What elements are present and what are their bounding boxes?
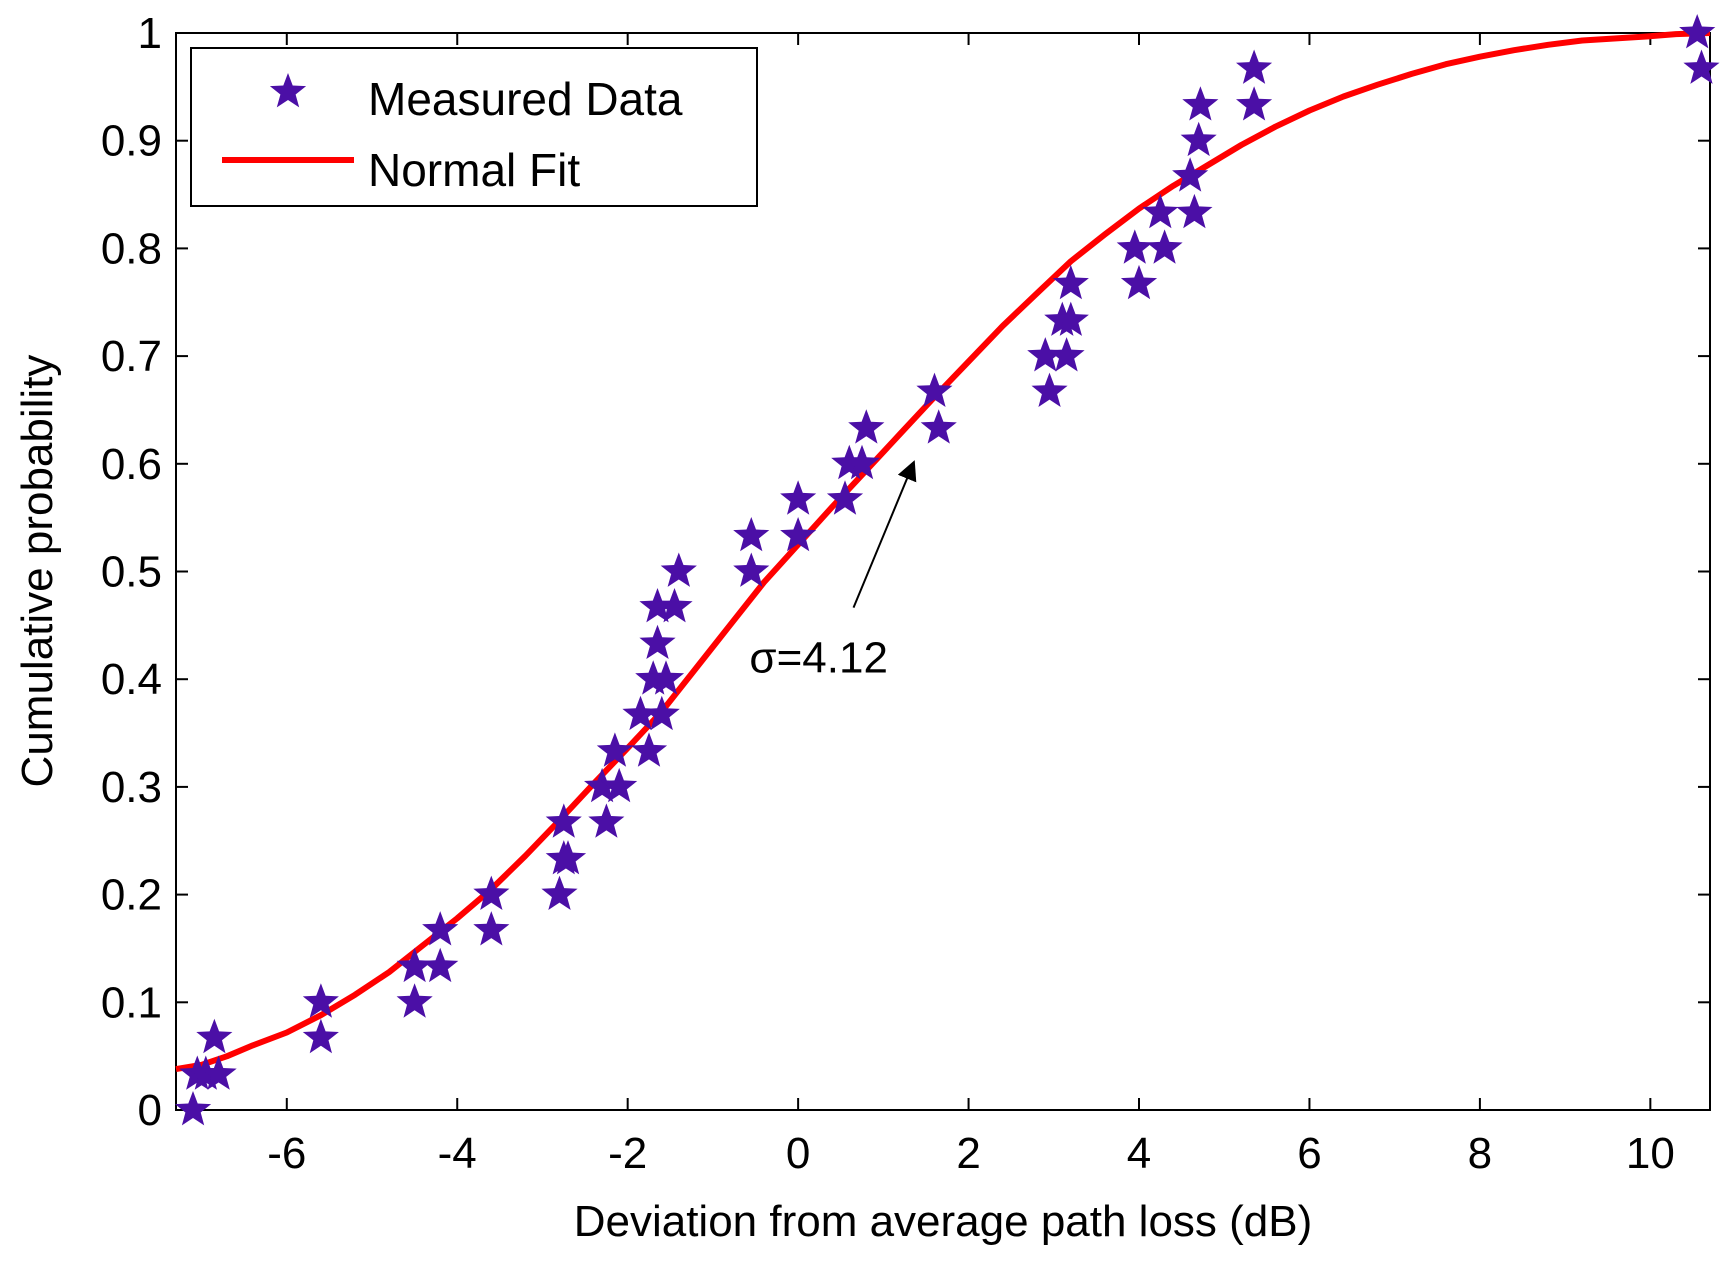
measured-point — [630, 732, 668, 767]
measured-point — [601, 767, 638, 803]
measured-point — [1683, 49, 1720, 84]
y-tick-label: 0 — [138, 1086, 162, 1135]
measured-point — [545, 803, 582, 838]
measured-point — [1027, 337, 1064, 372]
measured-point — [1182, 86, 1219, 121]
measured-point — [1142, 193, 1179, 229]
measured-point — [584, 767, 621, 803]
measured-point — [200, 1055, 237, 1090]
y-ticks: 0 0.1 0.2 0.3 0.4 0.5 0.6 0.7 0.8 0.9 1 — [101, 9, 1710, 1135]
y-tick-label: 0.3 — [101, 763, 162, 812]
y-tick-label: 0.4 — [101, 655, 162, 704]
measured-point — [1236, 49, 1273, 84]
x-tick-label: -2 — [608, 1129, 647, 1178]
measured-point — [733, 517, 770, 552]
legend-label-normal-fit: Normal Fit — [368, 144, 580, 196]
x-tick-label: 10 — [1626, 1129, 1675, 1178]
y-axis-title: Cumulative probability — [13, 355, 62, 788]
measured-point — [639, 624, 676, 659]
measured-point — [643, 695, 680, 731]
measured-point — [639, 588, 676, 623]
annotation-layer: σ=4.12 — [749, 460, 917, 683]
annotation-arrow — [852, 460, 917, 609]
measured-point — [175, 1091, 212, 1126]
measured-point — [1052, 301, 1089, 336]
measured-point — [733, 552, 770, 587]
y-tick-label: 0.9 — [101, 117, 162, 166]
y-tick-label: 0.2 — [101, 871, 162, 920]
y-tick-label: 0.6 — [101, 440, 162, 489]
measured-point — [920, 409, 957, 444]
measured-point — [473, 911, 510, 946]
measured-point — [656, 588, 693, 623]
measured-point — [844, 444, 881, 480]
x-tick-label: 8 — [1468, 1129, 1492, 1178]
measured-point — [780, 480, 817, 515]
measured-point — [541, 875, 578, 910]
measured-point — [916, 372, 953, 407]
measured-point — [473, 875, 510, 910]
measured-point — [1679, 14, 1716, 49]
measured-point — [396, 983, 433, 1018]
x-tick-label: 6 — [1297, 1129, 1321, 1178]
measured-point — [550, 840, 587, 875]
x-tick-label: 0 — [786, 1129, 810, 1178]
measured-point — [422, 911, 459, 946]
measured-point — [1172, 157, 1209, 192]
legend-star-marker — [269, 73, 307, 108]
measured-point — [1048, 337, 1085, 372]
measured-point — [1236, 86, 1273, 121]
measured-point — [1052, 264, 1089, 300]
measured-point — [648, 660, 685, 695]
y-tick-label: 1 — [138, 9, 162, 58]
legend: Measured Data Normal Fit — [190, 47, 758, 207]
x-tick-label: -4 — [438, 1129, 477, 1178]
measured-point — [596, 732, 633, 767]
measured-point — [302, 983, 339, 1018]
measured-point — [396, 947, 433, 983]
x-tick-label: 4 — [1127, 1129, 1151, 1178]
measured-point — [1116, 229, 1153, 264]
measured-point — [1146, 229, 1183, 264]
measured-point — [302, 1018, 339, 1054]
measured-point — [826, 480, 864, 515]
measured-point — [848, 409, 885, 444]
measured-point — [422, 947, 459, 983]
x-tick-label: 2 — [956, 1129, 980, 1178]
measured-point — [660, 552, 697, 587]
measured-point — [588, 803, 625, 838]
legend-label-measured: Measured Data — [368, 73, 683, 125]
measured-point — [1120, 264, 1158, 300]
measured-point — [196, 1018, 233, 1054]
measured-point — [1176, 193, 1213, 229]
y-tick-label: 0.5 — [101, 548, 162, 597]
x-axis-title: Deviation from average path loss (dB) — [574, 1197, 1313, 1246]
scatter-layer — [175, 14, 1720, 1126]
y-tick-label: 0.8 — [101, 224, 162, 273]
legend-box — [190, 47, 758, 207]
x-ticks: -6 -4 -2 0 2 4 6 8 10 — [267, 33, 1675, 1178]
y-tick-label: 0.1 — [101, 978, 162, 1027]
x-tick-label: -6 — [267, 1129, 306, 1178]
measured-point — [1031, 372, 1068, 407]
measured-point — [1180, 121, 1217, 157]
y-tick-label: 0.7 — [101, 332, 162, 381]
annotation-label: σ=4.12 — [749, 634, 888, 683]
measured-point — [780, 517, 817, 552]
measured-point — [622, 695, 659, 731]
